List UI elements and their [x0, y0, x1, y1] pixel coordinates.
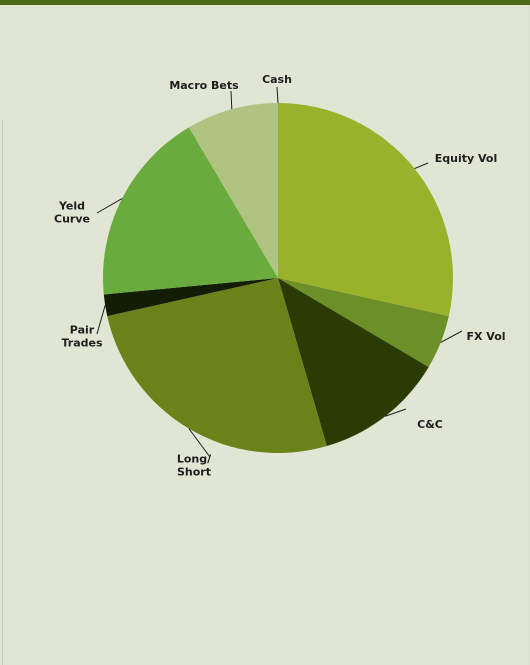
right-edge — [528, 5, 530, 665]
pie-labels: Equity Vol FX Vol C&C Long/Short Pair Trades Y… — [54, 73, 506, 479]
leader-line-macro-bets — [230, 90, 233, 110]
pie-slice-fx-vol — [278, 278, 449, 368]
slice-label-yeld-curve: Yeld Curve — [54, 200, 90, 226]
leader-line-long-short — [188, 428, 211, 458]
top-bar — [0, 0, 530, 5]
pie-slice-long-short — [107, 278, 327, 453]
leader-line-pair-trades — [96, 305, 106, 335]
slice-label-fx-vol: FX Vol — [466, 330, 505, 343]
leader-line-yeld-curve — [96, 198, 123, 214]
slice-label-pair-trades: Pair Trades — [61, 324, 102, 350]
pie-slice-macro-bets — [188, 103, 278, 278]
leader-line-equity-vol — [414, 162, 429, 170]
leader-line-fx-vol — [440, 330, 463, 343]
pie-slice-equity-vol — [278, 103, 454, 317]
slice-label-macro-bets: Macro Bets — [169, 79, 239, 92]
left-divider — [2, 120, 3, 665]
leader-line-cash — [276, 86, 279, 104]
slice-label-equity-vol: Equity Vol — [435, 152, 498, 165]
slice-label-c-c: C&C — [417, 418, 443, 431]
pie-slice-pair-trades — [103, 278, 278, 317]
leader-line-c-c — [385, 408, 407, 417]
slice-label-long-short: Long/Short — [177, 453, 212, 479]
pie-slice-c-c — [278, 278, 429, 447]
pie-slice-yeld-curve — [103, 127, 278, 295]
slice-label-cash: Cash — [262, 73, 292, 86]
pie-slices — [103, 103, 454, 453]
